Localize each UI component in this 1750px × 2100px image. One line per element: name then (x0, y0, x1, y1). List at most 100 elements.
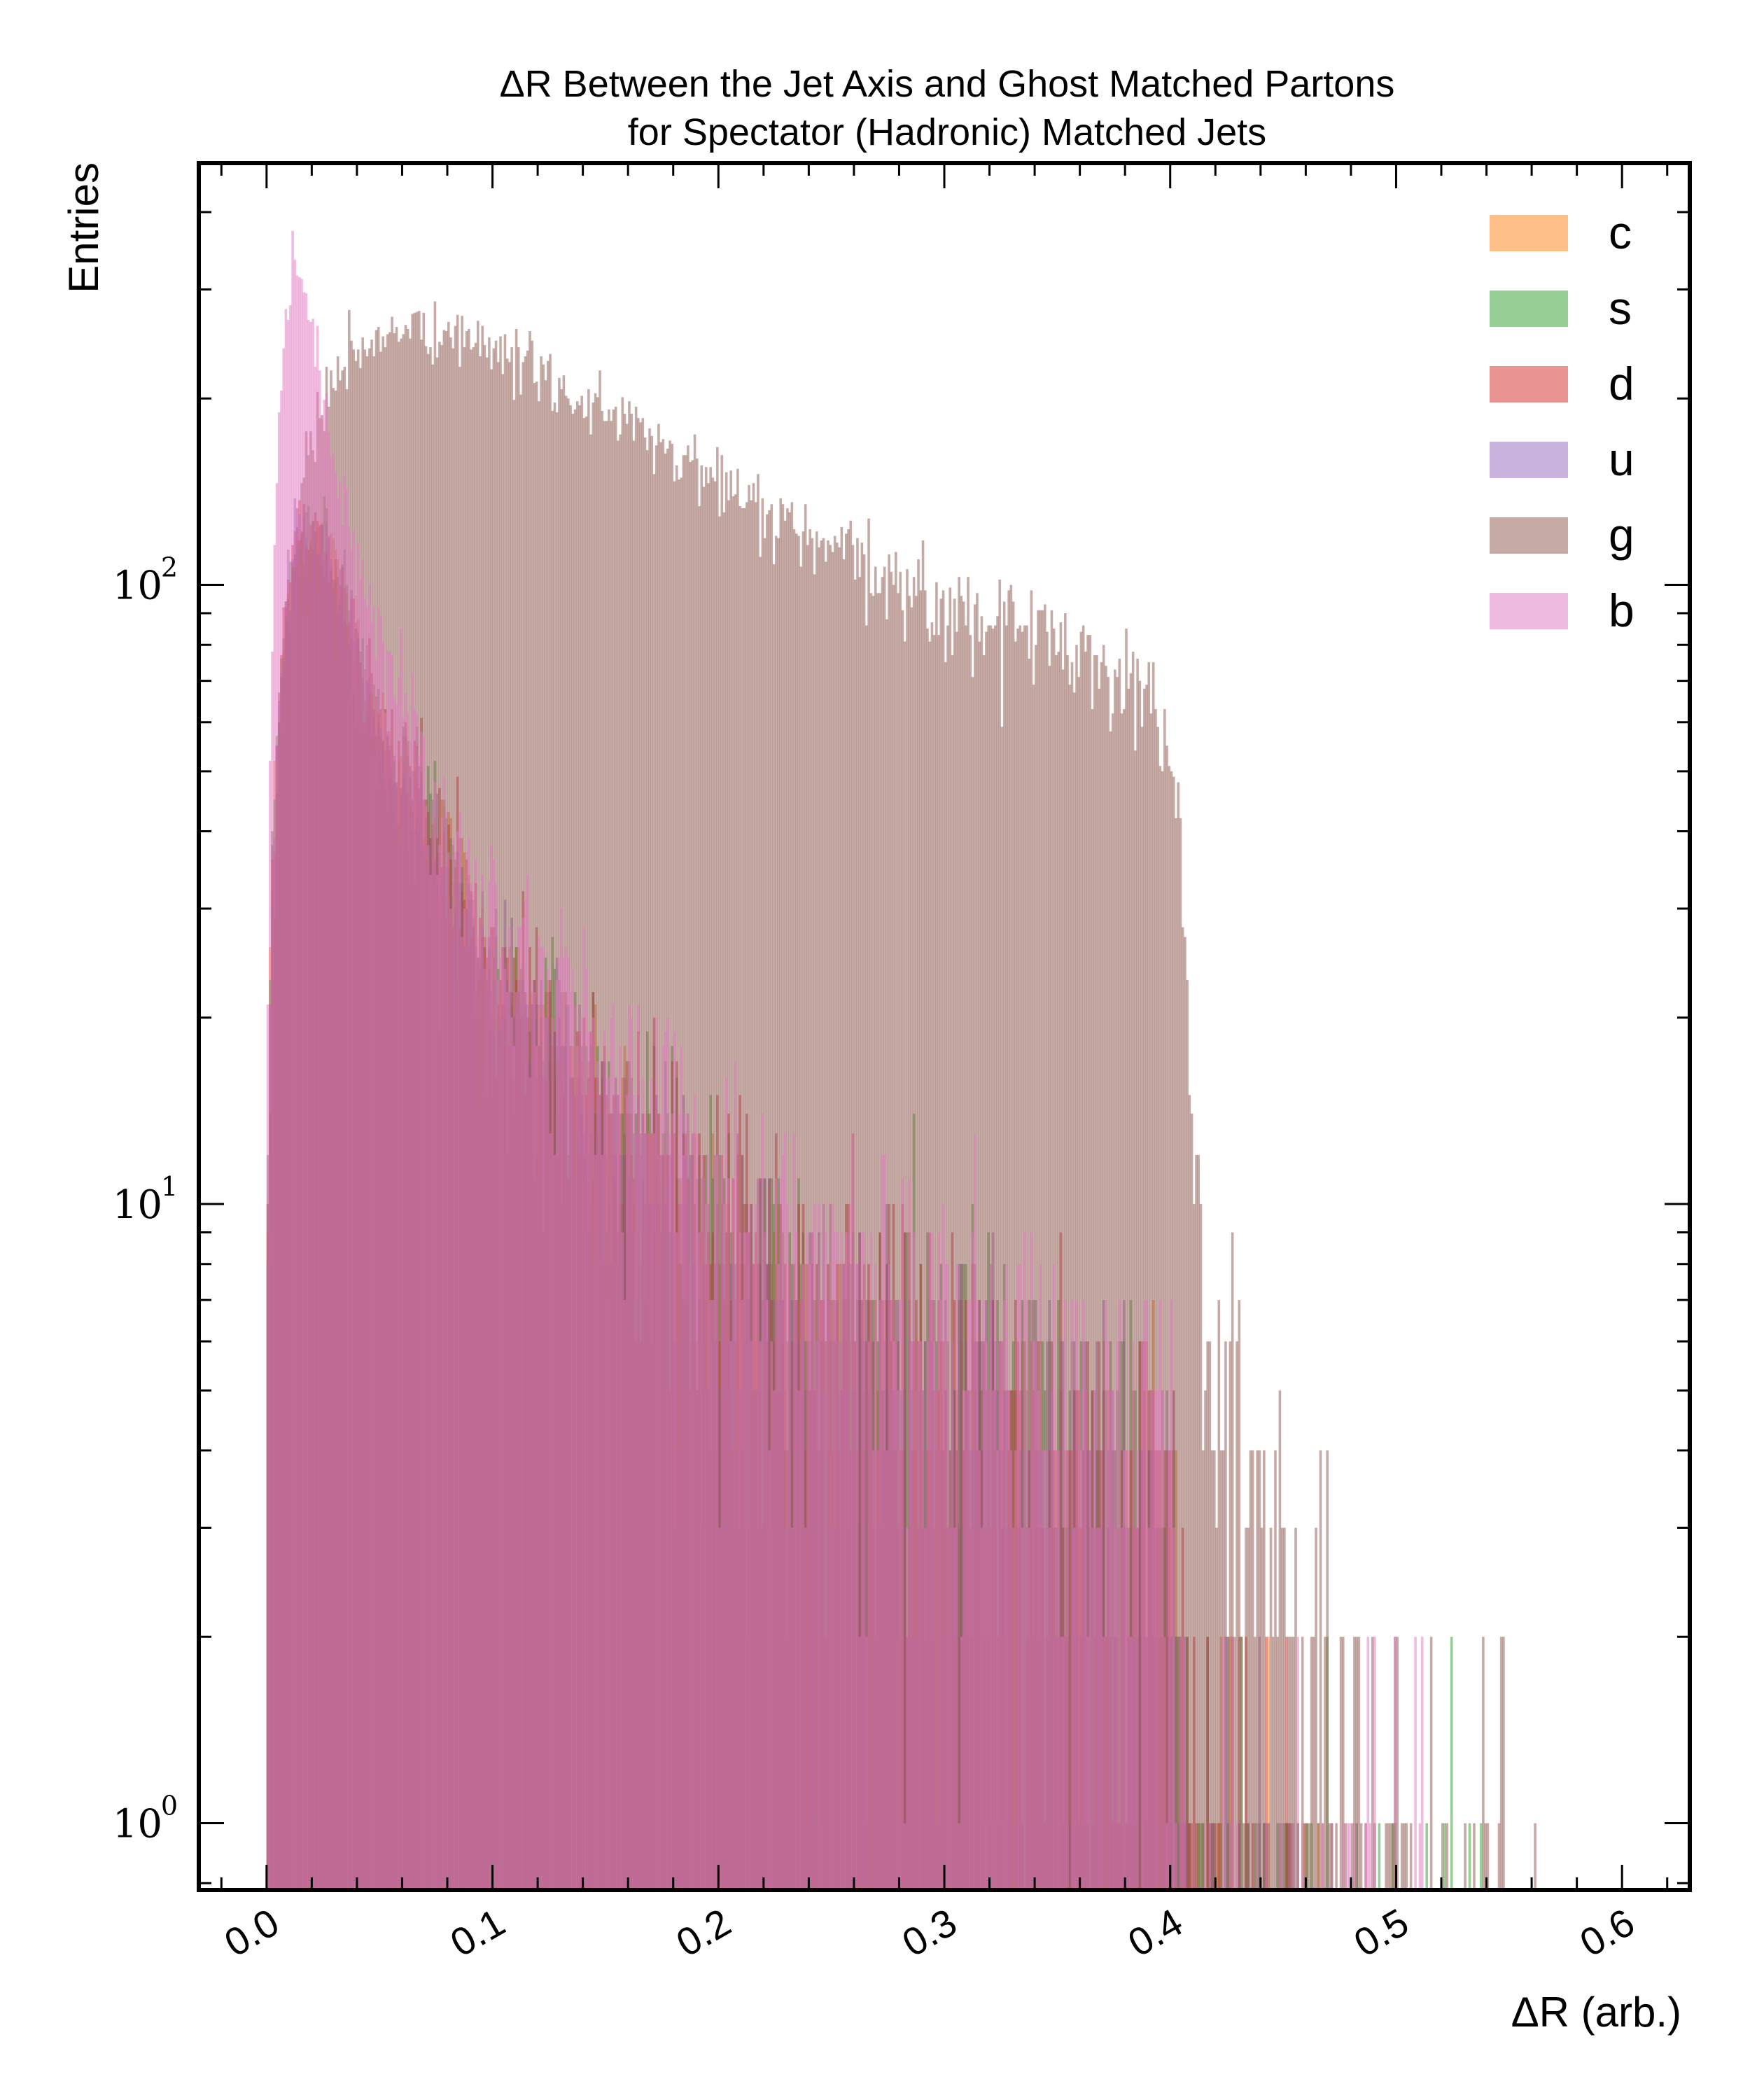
bar-b (1055, 1450, 1058, 1890)
bar-g (1228, 1341, 1232, 1890)
bar-b (1418, 1823, 1422, 1890)
bar-b (354, 596, 358, 1890)
bar-b (444, 811, 448, 1890)
bar-g (623, 414, 626, 1890)
bar-b (883, 1155, 886, 1890)
bar-g (1271, 1637, 1275, 1890)
bar-g (923, 590, 927, 1890)
bar-b (802, 1264, 805, 1890)
bar-b (998, 1341, 1002, 1890)
bar-g (876, 593, 879, 1890)
bar-g (777, 538, 780, 1890)
legend-label-s: s (1609, 282, 1632, 334)
bar-g (759, 556, 762, 1890)
bar-g (1429, 1637, 1433, 1890)
bar-b (325, 393, 328, 1890)
bar-g (1317, 1823, 1320, 1890)
bar-b (797, 1390, 800, 1890)
bar-g (1306, 1823, 1308, 1890)
bar-g (1096, 654, 1098, 1890)
bar-b (923, 1527, 927, 1890)
bar-g (1044, 604, 1046, 1890)
bar-b (418, 755, 421, 1890)
bar-b (1028, 1527, 1030, 1890)
bar-g (698, 506, 701, 1890)
legend-label-c: c (1609, 206, 1632, 258)
bar-b (1088, 1450, 1092, 1890)
bar-b (415, 713, 419, 1890)
bar-b (368, 584, 371, 1890)
bar-g (1079, 631, 1083, 1890)
bar-b (374, 658, 378, 1890)
bar-b (542, 947, 545, 1890)
bar-g (1328, 1823, 1331, 1890)
bar-g (932, 635, 936, 1890)
bar-d (1265, 1637, 1268, 1890)
bar-g (746, 502, 748, 1890)
bar-b (1231, 1637, 1234, 1890)
bar-g (953, 598, 956, 1890)
legend-label-g: g (1609, 509, 1634, 561)
bar-b (312, 318, 314, 1890)
bar-b (1394, 1637, 1396, 1890)
bar-b (533, 992, 536, 1890)
bar-b (1018, 1264, 1022, 1890)
bar-b (411, 673, 414, 1890)
bar-b (470, 883, 472, 1890)
bar-b (792, 1133, 796, 1890)
bar-b (976, 1300, 979, 1890)
bar-b (774, 1178, 778, 1890)
bar-g (1276, 1637, 1279, 1890)
bar-b (617, 1095, 620, 1890)
bar-b (982, 1300, 986, 1890)
bar-b (282, 348, 285, 1890)
bar-g (802, 531, 805, 1890)
bar-g (1242, 1823, 1245, 1890)
bar-g (1057, 652, 1060, 1890)
bar-g (926, 628, 929, 1890)
bar-b (1301, 1823, 1304, 1890)
bar-b (488, 883, 491, 1890)
bar-b (485, 937, 489, 1890)
bar-g (915, 596, 918, 1890)
bar-b (465, 852, 468, 1890)
bar-g (1197, 1155, 1200, 1890)
bar-b (562, 958, 566, 1890)
bar-g (1021, 631, 1024, 1890)
bar-s (1479, 1823, 1483, 1890)
bar-b (953, 1527, 956, 1890)
bar-b (386, 652, 389, 1890)
bar-b (926, 1341, 929, 1890)
bar-b (1026, 1300, 1028, 1890)
bar-b (680, 1046, 682, 1890)
bar-b (1021, 1527, 1024, 1890)
bar-g (888, 554, 890, 1890)
bar-g (1168, 766, 1171, 1890)
bar-b (589, 1031, 592, 1890)
bar-g (601, 410, 604, 1890)
bar-g (722, 512, 726, 1890)
bar-g (820, 540, 823, 1890)
bar-b (286, 319, 290, 1890)
bar-b (643, 1113, 647, 1890)
bar-b (1127, 1450, 1130, 1890)
bar-g (1181, 927, 1184, 1890)
bar-g (754, 502, 757, 1890)
bar-c (1267, 1637, 1270, 1890)
bar-b (309, 321, 312, 1890)
bar-b (1296, 1637, 1300, 1890)
bar-b (700, 1155, 704, 1890)
bar-g (903, 641, 906, 1890)
bar-g (1007, 590, 1010, 1890)
bar-b (724, 1077, 728, 1890)
bar-g (1499, 1637, 1503, 1890)
bar-b (790, 1527, 794, 1890)
bar-b (365, 607, 369, 1890)
bar-b (650, 1077, 654, 1890)
bar-b (851, 1133, 855, 1890)
bar-b (321, 419, 323, 1890)
bar-g (895, 552, 897, 1890)
bar-g (976, 593, 979, 1890)
bar-b (553, 1155, 556, 1890)
bar-b (704, 1204, 708, 1890)
